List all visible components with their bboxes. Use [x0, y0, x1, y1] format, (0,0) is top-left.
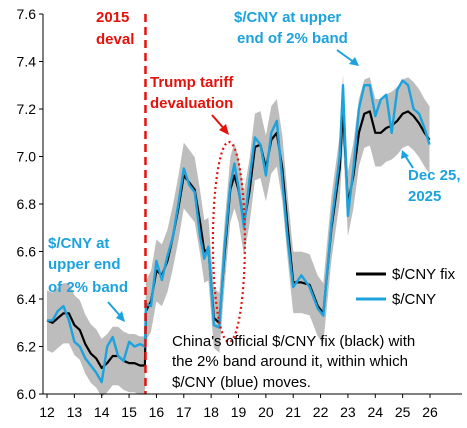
legend-label-spot: $/CNY	[392, 291, 436, 308]
date-label-line2: 2025	[408, 188, 441, 205]
trump-label-line2: devaluation	[150, 95, 233, 112]
x-tick-labels: 12 13 14 15 16 17 18 19 20 21 22 23 24 25 26	[39, 394, 438, 420]
y-tick-label: 7.4	[17, 54, 37, 70]
upper-right-arrow-head	[349, 57, 359, 66]
trump-devaluation-ellipse	[211, 140, 247, 344]
x-tick-label: 22	[313, 404, 329, 420]
y-tick-label: 6.2	[17, 339, 37, 355]
series-lines-layer	[46, 79, 431, 384]
y-tick-label: 7.2	[17, 101, 37, 117]
x-tick-label: 26	[422, 404, 438, 420]
upper-left-arrow-head	[116, 311, 125, 322]
deval-label-line2: deval	[96, 31, 134, 48]
x-tick-label: 17	[176, 404, 192, 420]
x-tick-label: 13	[67, 404, 83, 420]
x-tick-label: 24	[367, 404, 383, 420]
x-tick-label: 15	[121, 404, 137, 420]
deval-label-line1: 2015	[96, 9, 129, 26]
y-tick-labels: 6.0 6.2 6.4 6.6 6.8 7.0 7.2 7.4 7.6	[17, 6, 43, 402]
upper-right-label-line1: $/CNY at upper	[234, 9, 341, 26]
upper-left-label-line1: $/CNY at	[48, 235, 109, 252]
x-tick-label: 14	[94, 404, 110, 420]
date-arrow-head	[401, 150, 409, 159]
y-tick-label: 7.0	[17, 149, 37, 165]
upper-left-label-line2: upper end	[48, 256, 121, 273]
y-tick-label: 6.6	[17, 244, 37, 260]
legend-label-fix: $/CNY fix	[392, 266, 456, 283]
trump-arrow-head	[219, 124, 229, 135]
x-tick-label: 16	[149, 404, 165, 420]
annotation-arrows	[107, 49, 414, 322]
series-line-spot	[47, 79, 431, 384]
y-tick-label: 7.6	[17, 6, 37, 22]
date-label-line1: Dec 25,	[408, 167, 461, 184]
band-area-layer	[47, 74, 430, 397]
legend: $/CNY fix $/CNY	[356, 266, 456, 308]
note-line3: $/CNY (blue) moves.	[172, 374, 311, 391]
upper-right-label-line2: end of 2% band	[237, 30, 348, 47]
x-tick-label: 23	[340, 404, 356, 420]
y-tick-label: 6.4	[17, 291, 37, 307]
note-line2: the 2% band around it, within which	[172, 353, 408, 370]
y-tick-label: 6.0	[17, 386, 37, 402]
note-line1: China's official $/CNY fix (black) with	[172, 333, 415, 350]
y-tick-label: 6.8	[17, 196, 37, 212]
upper-left-label-line3: of 2% band	[48, 279, 128, 296]
x-tick-label: 18	[203, 404, 219, 420]
band-area	[47, 74, 430, 397]
x-tick-label: 21	[285, 404, 301, 420]
x-tick-label: 25	[395, 404, 411, 420]
trump-label-line1: Trump tariff	[150, 74, 234, 91]
x-tick-label: 19	[231, 404, 247, 420]
x-tick-label: 12	[39, 404, 55, 420]
x-tick-label: 20	[258, 404, 274, 420]
